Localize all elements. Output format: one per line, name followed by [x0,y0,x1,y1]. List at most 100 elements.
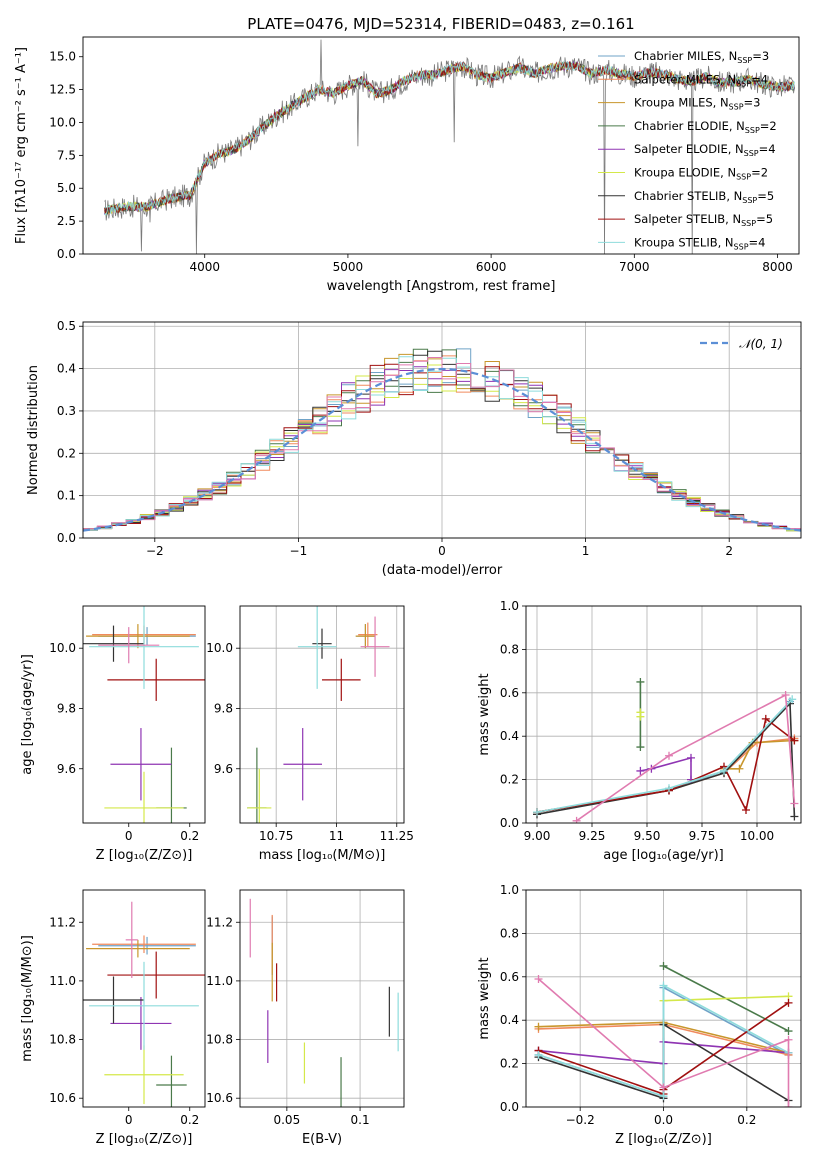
series-line [640,756,692,780]
y-tick-label: 11.2 [49,915,76,929]
x-tick-label: 0.1 [351,1113,370,1127]
errorbar-point [312,628,332,659]
y-axis-label: Normed distribution [26,365,41,495]
series-marker [784,1035,793,1044]
plot-area [247,606,390,823]
series-marker [781,690,790,699]
panel-mass_weight_vs_age: 9.00 9.25 9.50 9.75 10.00 0.0 0.2 0.4 0.6 0.8 1.0 a… [477,599,802,863]
x-tick-label: 11 [329,829,344,843]
errorbar-point [283,728,322,801]
series-marker [572,816,581,823]
x-tick-label: 1 [582,544,590,558]
x-tick-label: 9.50 [634,829,661,843]
y-tick-label: 0.2 [500,1057,519,1071]
legend-label: Chabrier STELIB, NSSP=5 [634,189,774,205]
x-axis-label: Z [log₁₀(Z/Z⊙)] [615,1132,712,1147]
y-tick-label: 9.6 [57,762,76,776]
x-tick-label: 5000 [333,260,364,274]
legend-label: Salpeter STELIB, NSSP=5 [634,212,773,228]
y-tick-label: 1.0 [500,883,519,897]
x-tick-label: 6000 [476,260,507,274]
errorbar-point [247,768,272,823]
series-marker [665,751,673,760]
panel-mass_vs_Z: 0 0.2 10.6 10.8 11.0 11.2 Z [log₁₀(Z/Z⊙)] mass … [20,889,206,1147]
y-axis-label: mass weight [477,957,492,1039]
x-tick-label: 9.25 [579,829,606,843]
errorbar-point [297,606,337,689]
x-tick-label: 7000 [619,260,650,274]
series-marker [659,981,668,990]
y-tick-label: 0.6 [500,686,519,700]
plot-area [534,961,793,1107]
series-marker [788,695,797,704]
axes-frame [239,889,405,1108]
series-line [537,978,790,1107]
x-tick-label: −2 [146,544,164,558]
y-tick-label: 2.5 [57,214,76,228]
series-marker [636,766,645,775]
x-axis-label: age [log₁₀(age/yr)] [603,848,724,863]
x-tick-label: 0 [125,829,133,843]
y-tick-label: 11.2 [206,915,233,929]
errorbar-point [89,961,199,1050]
y-tick-label: 15.0 [49,50,76,64]
x-tick-label: 0.2 [180,1113,199,1127]
spectrum-model-line [104,60,795,216]
series-marker [735,764,744,773]
series-marker [534,974,543,983]
x-tick-label: 9.00 [524,829,551,843]
x-tick-label: 11.25 [380,829,414,843]
y-tick-label: 9.8 [57,701,76,715]
y-tick-label: 0.8 [500,926,519,940]
errorbar-point [104,771,184,823]
errorbar-point [156,1055,187,1107]
errorbar-point [125,901,138,978]
y-tick-label: 0.0 [57,247,76,261]
panel-age_vs_mass: 10.75 11 11.25 9.6 9.8 10.0 mass [log₁₀(M/M⊙)] [206,605,414,863]
series-marker [790,799,799,808]
errorbar-point [107,951,205,999]
y-tick-label: 10.0 [49,115,76,129]
series-line [576,693,796,822]
series-line [724,739,795,770]
legend-label: Salpeter ELODIE, NSSP=4 [634,142,776,158]
x-tick-label: 8000 [762,260,793,274]
axes-frame [525,605,802,824]
errorbar-point [107,658,205,701]
axes-frame [82,321,802,539]
errorbar-point [98,936,196,955]
series-marker [720,766,728,775]
axes-frame [239,605,405,824]
y-tick-label: 1.0 [500,599,519,613]
y-tick-label: 0.0 [500,1100,519,1114]
y-tick-label: 10.0 [49,641,76,655]
series-marker [636,708,645,717]
legend-label: Kroupa MILES, NSSP=3 [634,96,760,112]
y-tick-label: 12.5 [49,83,76,97]
errorbar-point [322,658,361,701]
legend-label: Kroupa STELIB, NSSP=4 [634,235,765,251]
x-axis-label: wavelength [Angstrom, rest frame] [327,279,556,294]
series-marker [790,736,799,745]
histogram-step [83,363,801,530]
series-marker [665,784,673,793]
errorbar-point [83,625,144,662]
y-tick-label: 0.0 [500,816,519,830]
y-axis-label: age [log₁₀(age/yr)] [20,654,35,775]
legend-label: 𝒩(0, 1) [739,337,783,351]
y-tick-label: 7.5 [57,148,76,162]
plot-area [83,901,205,1107]
y-tick-label: 0.0 [57,531,76,545]
errorbar-point [104,1045,184,1105]
spectrum-model-line [104,60,795,215]
series-line [538,984,789,1098]
series-marker [659,1083,668,1092]
y-tick-label: 0.3 [57,404,76,418]
x-tick-label: 10.00 [740,829,774,843]
errorbar-point [89,606,199,689]
y-tick-label: 10.0 [206,641,233,655]
axes-frame [525,889,802,1108]
x-tick-label: 10.75 [259,829,293,843]
y-axis-label: mass [log₁₀(M/M⊙)] [20,935,35,1062]
series-marker [742,805,750,814]
